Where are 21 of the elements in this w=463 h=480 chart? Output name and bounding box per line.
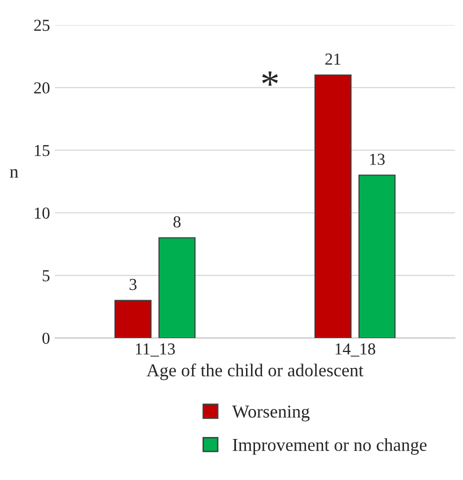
y-tick-label: 0 — [42, 332, 50, 344]
data-label: 3 — [130, 278, 137, 290]
y-tick-label: 15 — [34, 144, 50, 156]
legend-label: Worsening — [232, 406, 310, 422]
y-tick-label: 25 — [34, 20, 50, 31]
annotation: * — [262, 71, 278, 86]
y-tick-label: 5 — [42, 270, 50, 282]
data-label: 8 — [173, 216, 181, 228]
x-axis-title: Age of the child or adolescent — [146, 364, 364, 380]
bar — [158, 237, 196, 338]
bar — [114, 300, 152, 338]
y-axis-title: n — [10, 169, 18, 178]
legend-label: Improvement or no change — [232, 438, 427, 455]
bar — [314, 74, 352, 338]
x-tick-label: 11_13 — [136, 343, 175, 357]
y-tick-label: 20 — [34, 82, 50, 94]
x-tick-label: 14_18 — [336, 343, 376, 357]
bar — [358, 174, 396, 338]
data-label: 13 — [370, 154, 385, 165]
y-tick-label: 10 — [34, 208, 50, 219]
data-label: 21 — [325, 54, 340, 65]
